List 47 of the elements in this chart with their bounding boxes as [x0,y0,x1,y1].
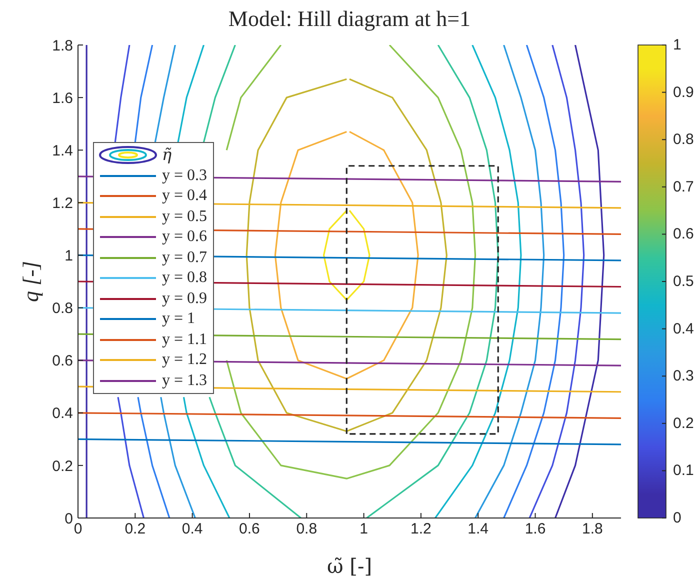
legend-label: y = 0.8 [162,268,208,288]
legend-label: y = 1.2 [162,350,208,370]
legend-label: y = 0.7 [162,248,208,268]
color-bar-label: 0.8 [673,131,694,148]
color-bar-label: 0.6 [673,226,694,243]
legend-label: y = 0.4 [162,186,208,206]
x-tick-label: 0.2 [124,520,146,538]
legend-label: y = 1.1 [162,330,208,350]
y-tick-label: 0.6 [52,352,73,370]
legend-label: y = 1.3 [162,370,208,390]
y-tick-label: 1 [64,248,73,265]
y-tick-label: 1.8 [52,37,73,54]
color-bar-label: 1 [673,36,682,54]
color-bar-label: 0.3 [673,368,694,385]
y-tick-label: 1.4 [52,142,73,160]
chart-title: Model: Hill diagram at h=1 [227,6,472,32]
legend-title: η̃ [162,145,172,166]
x-tick-label: 0.4 [182,520,203,538]
y-tick-label: 1.6 [52,90,73,107]
color-bar-label: 0.1 [673,462,694,480]
y-tick-label: 0.8 [52,300,73,318]
legend-label: y = 0.6 [162,227,208,247]
y-tick-label: 1.2 [52,194,73,212]
legend-label: y = 1 [162,309,196,329]
x-tick-label: 0.8 [296,520,318,538]
x-tick-label: 1 [360,520,368,538]
line-series [246,78,448,432]
color-bar-label: 0 [673,510,682,526]
y-tick-label: 0.4 [52,405,73,422]
line-series [322,210,370,301]
color-bar-label: 0.7 [673,178,694,196]
x-tick-label: 1.6 [524,520,546,538]
y-tick-label: 0.2 [52,458,73,475]
x-axis-title: ω̃ [-] [326,554,372,578]
legend-label: y = 0.3 [162,166,208,186]
x-tick-label: 1.2 [410,520,432,538]
y-axis-title: q [-] [18,261,43,302]
legend-label: y = 0.5 [162,206,208,226]
x-tick-label: 1.8 [582,520,603,538]
color-bar-label: 0.4 [673,320,694,338]
color-bar-label: 0.5 [673,273,694,290]
line-series [274,130,419,380]
color-bar-label: 0.2 [673,414,694,432]
legend-label: y = 0.9 [162,288,208,308]
x-tick-label: 0.6 [239,520,260,538]
x-tick-label: 1.4 [468,520,489,538]
color-bar-label: 0.9 [673,84,694,101]
